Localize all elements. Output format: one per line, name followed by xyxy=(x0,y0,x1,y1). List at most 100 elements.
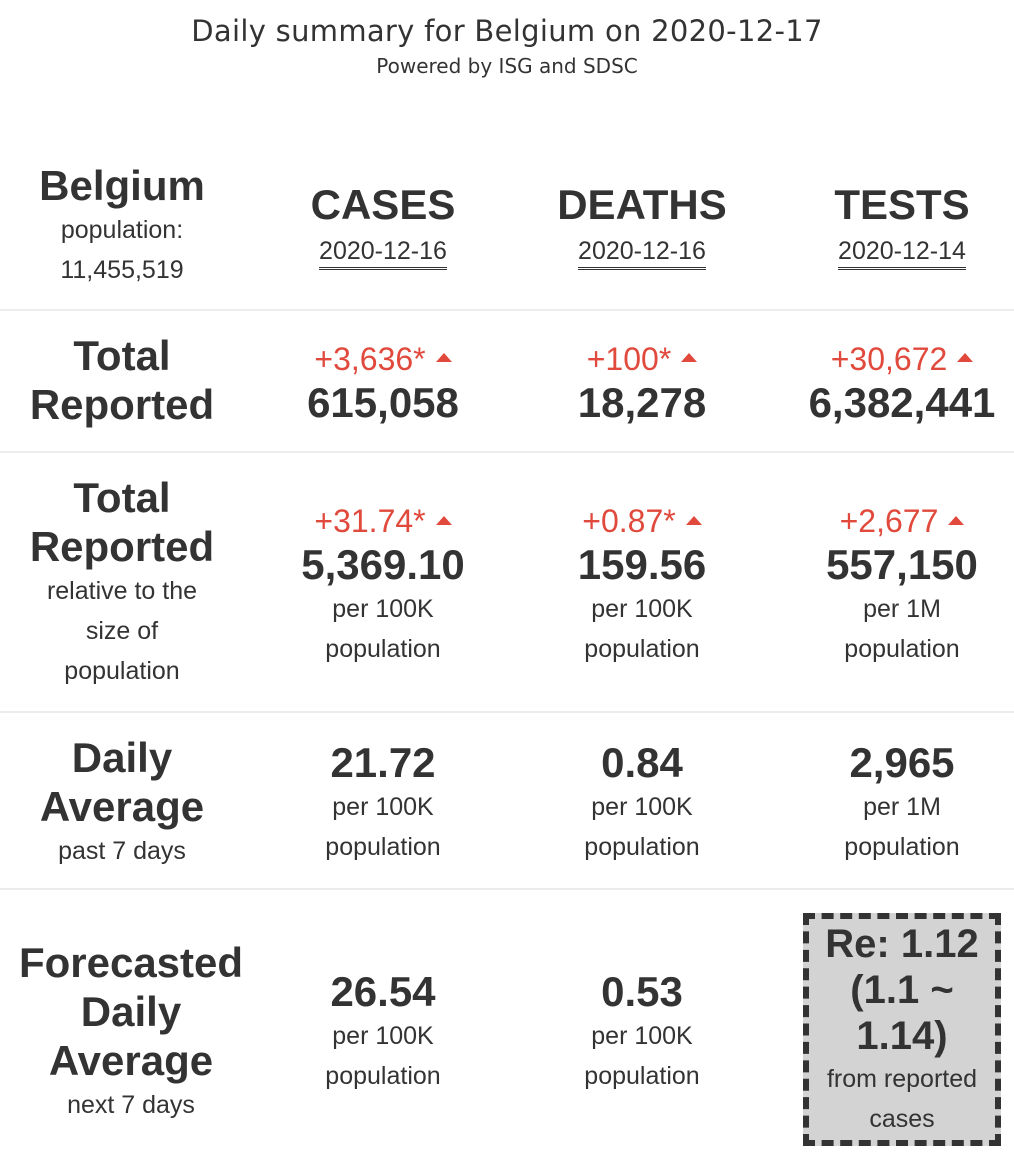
average-value: 2,965 xyxy=(849,739,955,786)
country-cell: Belgium population: 11,455,519 xyxy=(0,160,244,290)
average-value: 21.72 xyxy=(330,739,436,786)
row-label-line: Average xyxy=(39,783,205,830)
unit-label: per 1M xyxy=(863,595,941,623)
row-sublabel: size of xyxy=(85,617,159,645)
unit-label: population xyxy=(325,1062,441,1090)
delta-text: +30,672 xyxy=(830,340,948,377)
unit-label: per 100K xyxy=(591,793,693,821)
row-label-line: Daily xyxy=(80,987,182,1035)
re-note: from reported xyxy=(826,1064,978,1093)
unit-label: per 100K xyxy=(591,595,693,623)
column-label: DEATHS xyxy=(557,180,727,228)
up-triangle-icon xyxy=(435,515,452,525)
column-label: CASES xyxy=(310,180,456,228)
population-label: population: xyxy=(60,215,184,244)
column-header-deaths: DEATHS 2020-12-16 xyxy=(512,175,772,275)
up-triangle-icon xyxy=(685,515,702,525)
delta-text: +2,677 xyxy=(839,503,939,539)
re-note: cases xyxy=(869,1104,935,1133)
unit-label: per 100K xyxy=(591,1022,693,1050)
page-title: Daily summary for Belgium on 2020-12-17 xyxy=(191,14,823,48)
page-header: Daily summary for Belgium on 2020-12-17 … xyxy=(0,14,1014,78)
avg-cases-cell: 21.72 per 100K population xyxy=(253,738,513,868)
row-label-line: Reported xyxy=(29,523,215,570)
forecast-cases-cell: 26.54 per 100K population xyxy=(253,967,513,1097)
delta-text: +100* xyxy=(586,340,672,377)
row-label-daily-average: Daily Average past 7 days xyxy=(0,733,244,871)
column-date: 2020-12-16 xyxy=(319,235,447,270)
unit-label: population xyxy=(584,1062,700,1090)
row-sublabel: next 7 days xyxy=(67,1090,195,1119)
row-label-line: Total xyxy=(73,474,171,521)
row-label-relative: Total Reported relative to the size of p… xyxy=(0,473,244,691)
row-divider xyxy=(0,451,1014,453)
row-label-line: Total xyxy=(73,332,171,379)
delta-text: +0.87* xyxy=(582,503,676,539)
unit-label: per 100K xyxy=(332,1022,434,1050)
re-interval: 1.14) xyxy=(856,1013,948,1058)
total-value: 18,278 xyxy=(577,378,707,426)
relative-value: 5,369.10 xyxy=(301,541,465,588)
total-value: 615,058 xyxy=(307,378,459,426)
re-value: Re: 1.12 xyxy=(825,921,979,966)
delta-value: +0.87* xyxy=(582,501,702,541)
total-value: 6,382,441 xyxy=(808,378,996,426)
avg-deaths-cell: 0.84 per 100K population xyxy=(512,738,772,868)
delta-value: +2,677 xyxy=(840,501,965,541)
total-deaths-cell: +100* 18,278 xyxy=(512,335,772,430)
unit-label: population xyxy=(325,635,441,663)
delta-value: +30,672 xyxy=(831,339,974,379)
forecast-deaths-cell: 0.53 per 100K population xyxy=(512,967,772,1097)
relative-tests-cell: +2,677 557,150 per 1M population xyxy=(772,496,1014,674)
forecast-value: 0.53 xyxy=(601,968,683,1015)
row-sublabel: population xyxy=(64,657,180,685)
unit-label: population xyxy=(325,833,441,861)
row-divider xyxy=(0,711,1014,713)
up-triangle-icon xyxy=(435,353,452,362)
unit-label: per 1M xyxy=(863,793,941,821)
unit-label: population xyxy=(584,635,700,663)
up-triangle-icon xyxy=(957,353,974,362)
row-sublabel: past 7 days xyxy=(58,837,186,865)
row-label-total-reported: Total Reported xyxy=(0,330,244,430)
row-label-line: Daily xyxy=(71,734,173,781)
column-date: 2020-12-16 xyxy=(578,235,706,270)
row-divider xyxy=(0,309,1014,311)
row-label-line: Average xyxy=(48,1036,214,1084)
row-divider xyxy=(0,888,1014,890)
avg-tests-cell: 2,965 per 1M population xyxy=(772,738,1014,868)
row-label-line: Reported xyxy=(29,381,215,428)
column-date: 2020-12-14 xyxy=(838,235,966,270)
column-label: TESTS xyxy=(834,180,970,228)
forecast-value: 26.54 xyxy=(330,968,436,1015)
unit-label: per 100K xyxy=(332,595,434,623)
total-tests-cell: +30,672 6,382,441 xyxy=(772,335,1014,430)
up-triangle-icon xyxy=(948,515,965,525)
country-name: Belgium xyxy=(39,161,205,209)
unit-label: population xyxy=(844,833,960,861)
row-sublabel: relative to the xyxy=(46,577,198,605)
up-triangle-icon xyxy=(681,353,698,362)
relative-value: 159.56 xyxy=(577,541,707,588)
row-label-forecast: Forecasted Daily Average next 7 days xyxy=(0,937,262,1125)
re-interval: (1.1 ~ xyxy=(850,967,954,1012)
delta-text: +3,636* xyxy=(314,340,426,377)
total-cases-cell: +3,636* 615,058 xyxy=(253,335,513,430)
reproduction-number-box: Re: 1.12 (1.1 ~ 1.14) from reported case… xyxy=(803,913,1001,1146)
unit-label: per 100K xyxy=(332,793,434,821)
delta-value: +100* xyxy=(587,339,698,379)
population-value: 11,455,519 xyxy=(60,255,184,284)
delta-value: +31.74* xyxy=(314,501,452,541)
delta-text: +31.74* xyxy=(314,503,426,539)
relative-value: 557,150 xyxy=(826,541,978,588)
page-subtitle: Powered by ISG and SDSC xyxy=(376,54,638,78)
relative-cases-cell: +31.74* 5,369.10 per 100K population xyxy=(253,496,513,674)
unit-label: population xyxy=(844,635,960,663)
row-label-line: Forecasted xyxy=(18,938,244,986)
delta-value: +3,636* xyxy=(314,339,452,379)
unit-label: population xyxy=(584,833,700,861)
average-value: 0.84 xyxy=(601,739,683,786)
column-header-cases: CASES 2020-12-16 xyxy=(253,175,513,275)
relative-deaths-cell: +0.87* 159.56 per 100K population xyxy=(512,496,772,674)
column-header-tests: TESTS 2020-12-14 xyxy=(772,175,1014,275)
